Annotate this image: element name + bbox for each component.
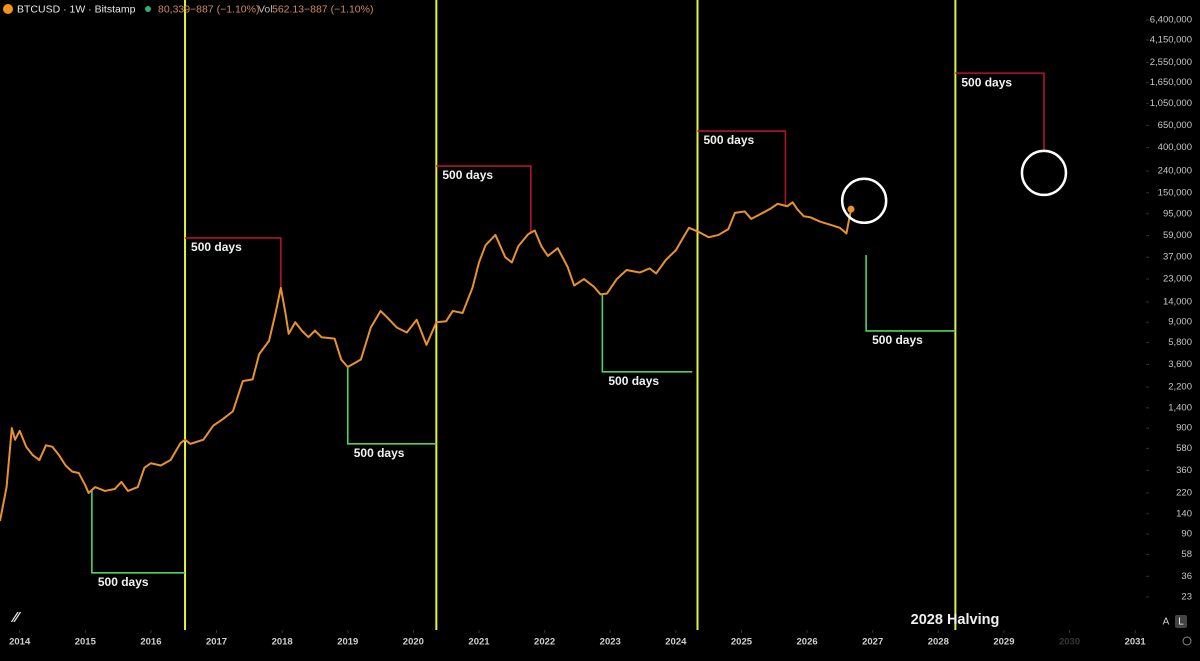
x-tick-label: 2017: [206, 637, 227, 648]
cycle-marker: [601, 294, 693, 373]
cycle-marker: [185, 237, 282, 290]
y-tick-label: 360: [1176, 465, 1192, 476]
y-tick-label: 37,000: [1163, 252, 1192, 263]
log-button-bg: [1175, 615, 1187, 628]
y-tick-label: 140: [1176, 508, 1192, 519]
x-tick-label: 2024: [665, 637, 687, 648]
cycle-marker-label: 500 days: [354, 446, 405, 460]
y-tick-label: 1,050,000: [1150, 98, 1192, 109]
cycle-marker-label: 500 days: [703, 133, 754, 147]
settings-button[interactable]: [1182, 636, 1192, 646]
x-tick-label: 2025: [731, 637, 753, 648]
x-tick-label: 2018: [272, 637, 293, 648]
x-tick-label: 2030: [1059, 637, 1080, 648]
cycle-marker: [91, 489, 186, 574]
x-tick-label: 2019: [337, 637, 358, 648]
x-tick-label: 2020: [403, 637, 424, 648]
y-tick-label: 1,650,000: [1150, 77, 1192, 88]
cycle-marker-label: 500 days: [98, 575, 149, 589]
projection-circle: [840, 177, 888, 225]
y-tick-label: 23: [1181, 591, 1192, 602]
y-tick-label: 4,150,000: [1150, 35, 1192, 46]
x-tick-label: 2023: [600, 637, 621, 648]
volume-label: Vol: [258, 3, 273, 15]
cycle-marker: [697, 130, 787, 205]
cycle-marker: [955, 72, 1045, 151]
y-tick-label: 650,000: [1158, 120, 1192, 131]
annotation: 2028 Halving: [911, 612, 1000, 628]
x-tick-label: 2021: [468, 637, 490, 648]
symbol[interactable]: BTCUSD · 1W · Bitstamp: [17, 3, 136, 15]
y-tick-label: 36: [1181, 571, 1192, 582]
x-tick-label: 2029: [993, 637, 1014, 648]
y-tick-label: 400,000: [1158, 142, 1192, 153]
volume: 562.13: [272, 3, 304, 15]
cycle-marker-label: 500 days: [608, 374, 659, 388]
cycle-marker-label: 500 days: [191, 240, 242, 254]
y-tick-label: 580: [1176, 443, 1192, 454]
projection-circle: [1020, 149, 1068, 197]
y-tick-label: 3,600: [1168, 359, 1192, 370]
price-line: [0, 201, 853, 522]
x-tick-label: 2026: [797, 637, 818, 648]
log-scale-button[interactable]: L: [1178, 617, 1184, 628]
x-tick-label: 2015: [75, 637, 97, 648]
cycle-marker: [865, 254, 956, 332]
last-price-dot: [847, 205, 855, 213]
y-tick-label: 220: [1176, 488, 1192, 499]
cycle-marker: [346, 367, 437, 445]
x-tick-label: 2016: [140, 637, 161, 648]
y-tick-label: 59,000: [1163, 230, 1192, 241]
y-tick-label: 2,200: [1168, 382, 1192, 393]
volume-change: −887 (−1.10%): [304, 3, 373, 15]
plot: 6,400,000 4,150,000 2,550,000 1,650,000 1,05…: [0, 0, 1192, 648]
y-tick-label: 900: [1176, 423, 1192, 434]
cycle-marker-label: 500 days: [872, 333, 923, 347]
x-tick-label: 2014: [9, 637, 31, 648]
y-tick-label: 58: [1181, 549, 1192, 560]
y-tick-label: 90: [1181, 529, 1192, 540]
x-tick-label: 2031: [1125, 637, 1147, 648]
change: −887 (−1.10%): [190, 3, 259, 15]
logo: ⁄⁄: [10, 609, 22, 626]
x-tick-label: 2028: [928, 637, 949, 648]
auto-scale-button[interactable]: A: [1163, 617, 1170, 628]
y-tick-label: 2,550,000: [1150, 57, 1192, 68]
y-tick-label: 9,000: [1168, 317, 1192, 328]
y-tick-label: 95,000: [1163, 208, 1192, 219]
cycle-marker-label: 500 days: [442, 168, 493, 182]
x-tick-label: 2022: [534, 637, 555, 648]
y-tick-label: 14,000: [1163, 296, 1192, 307]
y-tick-label: 150,000: [1158, 187, 1192, 198]
y-tick-label: 6,400,000: [1150, 15, 1192, 26]
symbol-icon: [3, 4, 13, 14]
y-tick-label: 240,000: [1158, 166, 1192, 177]
price: 80,339: [158, 3, 190, 15]
y-tick-label: 5,800: [1168, 337, 1192, 348]
y-tick-label: 23,000: [1163, 274, 1192, 285]
x-tick-label: 2027: [862, 637, 883, 648]
status-dot: [145, 6, 151, 12]
y-tick-label: 1,400: [1168, 402, 1192, 413]
cycle-marker-label: 500 days: [961, 75, 1012, 89]
cycle-marker: [436, 165, 532, 232]
